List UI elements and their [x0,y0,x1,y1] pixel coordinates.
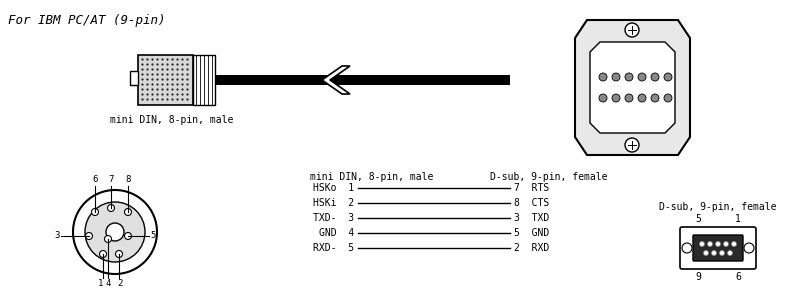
Text: 7  RTS: 7 RTS [514,183,549,193]
Circle shape [85,202,145,262]
Circle shape [707,241,713,247]
Text: 5: 5 [695,214,701,224]
Bar [138,55,193,105]
Circle shape [91,208,99,215]
Circle shape [625,138,639,152]
Circle shape [612,94,620,102]
Circle shape [703,251,709,256]
Bar [215,75,510,85]
Circle shape [723,241,728,247]
Circle shape [664,73,672,81]
Circle shape [715,241,721,247]
Polygon shape [322,66,350,94]
Circle shape [625,94,633,102]
Circle shape [682,243,692,253]
Text: 5: 5 [151,232,155,241]
Circle shape [73,190,157,274]
Circle shape [651,73,659,81]
Circle shape [625,23,639,37]
Circle shape [107,204,115,211]
Polygon shape [590,42,675,133]
Circle shape [727,251,732,256]
Text: 1: 1 [99,279,103,289]
Text: HSKi  2: HSKi 2 [313,198,354,208]
Bar [193,55,215,105]
Text: For IBM PC/AT (9-pin): For IBM PC/AT (9-pin) [8,14,166,27]
Circle shape [99,251,107,258]
Text: 2: 2 [117,279,123,289]
Text: 2  RXD: 2 RXD [514,243,549,253]
Circle shape [651,94,659,102]
Text: TXD-  3: TXD- 3 [313,213,354,223]
Text: mini DIN, 8-pin, male: mini DIN, 8-pin, male [111,115,234,125]
Circle shape [599,73,607,81]
Text: 4: 4 [105,279,111,289]
Text: 3: 3 [54,232,60,241]
Text: HSKo  1: HSKo 1 [313,183,354,193]
Text: 1: 1 [735,214,741,224]
Text: mini DIN, 8-pin, male: mini DIN, 8-pin, male [310,172,433,182]
Text: D-sub, 9-pin, female: D-sub, 9-pin, female [490,172,607,182]
Circle shape [731,241,736,247]
FancyBboxPatch shape [680,227,756,269]
Text: GND  4: GND 4 [319,228,354,238]
Circle shape [638,94,646,102]
Circle shape [744,243,754,253]
Circle shape [599,94,607,102]
FancyBboxPatch shape [693,235,743,261]
Text: 6: 6 [735,272,741,282]
Circle shape [115,251,123,258]
Circle shape [86,233,92,240]
Text: 8  CTS: 8 CTS [514,198,549,208]
Text: 3  TXD: 3 TXD [514,213,549,223]
Circle shape [612,73,620,81]
Text: 6: 6 [92,176,98,185]
Text: 9: 9 [695,272,701,282]
Circle shape [106,223,124,241]
Text: D-sub, 9-pin, female: D-sub, 9-pin, female [659,202,777,212]
Bar [130,71,138,85]
Text: 8: 8 [125,176,131,185]
Circle shape [124,208,131,215]
Circle shape [699,241,705,247]
Text: RXD-  5: RXD- 5 [313,243,354,253]
Circle shape [625,73,633,81]
Circle shape [124,233,131,240]
Polygon shape [575,20,690,155]
Circle shape [719,251,724,256]
Circle shape [711,251,717,256]
Text: 7: 7 [108,176,114,185]
Circle shape [638,73,646,81]
Circle shape [104,236,111,242]
Text: 5  GND: 5 GND [514,228,549,238]
Circle shape [664,94,672,102]
